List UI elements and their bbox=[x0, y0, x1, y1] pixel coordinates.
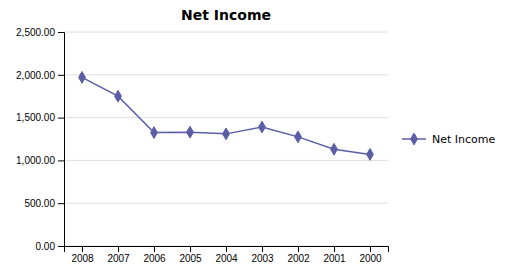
x-tick-mark bbox=[262, 246, 263, 252]
y-tick-mark bbox=[58, 32, 64, 33]
y-tick-label: 2,000.00 bbox=[16, 70, 55, 81]
plot: 0.00 500.00 1,000.00 1,500.00 2,000.00 2,500.… bbox=[16, 27, 388, 264]
line bbox=[82, 77, 370, 154]
marker bbox=[115, 90, 122, 102]
legend-marker bbox=[411, 133, 418, 145]
x-tick-label: 2002 bbox=[287, 253, 310, 264]
x-tick-label: 2003 bbox=[251, 253, 274, 264]
x-tick-label: 2005 bbox=[179, 253, 202, 264]
grid-line bbox=[64, 32, 388, 33]
x-tick-mark bbox=[82, 246, 83, 252]
x-tick-label: 2008 bbox=[71, 253, 94, 264]
y-tick: 0.00 bbox=[36, 241, 64, 252]
x-tick-label: 2001 bbox=[323, 253, 346, 264]
grid-line bbox=[64, 117, 388, 118]
legend-label: Net Income bbox=[432, 133, 496, 146]
x-tick: 2002 bbox=[287, 246, 310, 264]
marker bbox=[367, 149, 374, 161]
x-tick-label: 2006 bbox=[143, 253, 166, 264]
x-tick: 2001 bbox=[323, 246, 346, 264]
marker bbox=[151, 127, 158, 139]
x-tick-mark bbox=[370, 246, 371, 252]
x-tick: 2008 bbox=[71, 246, 94, 264]
x-tick: 2007 bbox=[107, 246, 130, 264]
grid-line bbox=[64, 203, 388, 204]
title: Net Income bbox=[181, 7, 271, 23]
y-tick-label: 2,500.00 bbox=[16, 27, 55, 38]
x-tick-mark bbox=[190, 246, 191, 252]
y-tick-mark bbox=[58, 246, 64, 247]
marks bbox=[79, 71, 374, 160]
x-tick: 2006 bbox=[143, 246, 166, 264]
y-tick-mark bbox=[58, 160, 64, 161]
grid-line bbox=[64, 74, 388, 75]
grid-line bbox=[64, 160, 388, 161]
y-tick: 500.00 bbox=[24, 198, 64, 209]
x-tick: 2003 bbox=[251, 246, 274, 264]
y-tick-label: 1,000.00 bbox=[16, 155, 55, 166]
y-tick: 1,500.00 bbox=[16, 112, 64, 123]
x-axis: 2008 2007 2006 2005 2004 2003 2002 2001 2000 bbox=[65, 246, 389, 264]
y-tick-mark bbox=[58, 75, 64, 76]
y-tick: 1,000.00 bbox=[16, 155, 64, 166]
marker bbox=[295, 131, 302, 143]
x-tick-label: 2000 bbox=[359, 253, 382, 264]
y-tick-label: 500.00 bbox=[24, 198, 55, 209]
grid bbox=[64, 32, 388, 246]
x-tick: 2005 bbox=[179, 246, 202, 264]
y-tick-label: 0.00 bbox=[36, 241, 56, 252]
x-tick-mark bbox=[118, 246, 119, 252]
y-tick: 2,500.00 bbox=[16, 27, 64, 38]
y-axis: 0.00 500.00 1,000.00 1,500.00 2,000.00 2,500.… bbox=[16, 27, 64, 252]
x-tick-mark bbox=[154, 246, 155, 252]
y-tick-label: 1,500.00 bbox=[16, 112, 55, 123]
x-tick-mark bbox=[226, 246, 227, 252]
x-axis-line bbox=[65, 247, 389, 253]
x-tick-mark bbox=[298, 246, 299, 252]
marker bbox=[259, 121, 266, 133]
y-tick-mark bbox=[58, 118, 64, 119]
legend: Net Income bbox=[402, 133, 496, 146]
y-tick-mark bbox=[58, 203, 64, 204]
marker bbox=[223, 128, 230, 140]
x-tick: 2004 bbox=[215, 246, 238, 264]
marker bbox=[187, 126, 194, 138]
x-tick: 2000 bbox=[359, 246, 382, 264]
y-tick: 2,000.00 bbox=[16, 70, 64, 81]
x-tick-mark bbox=[334, 246, 335, 252]
y-axis-line bbox=[58, 33, 65, 247]
marker bbox=[331, 143, 338, 155]
x-tick-label: 2007 bbox=[107, 253, 130, 264]
marker bbox=[79, 71, 86, 83]
chart: 0.00 500.00 1,000.00 1,500.00 2,000.00 2,500.… bbox=[0, 0, 508, 272]
x-tick-label: 2004 bbox=[215, 253, 238, 264]
legend-item: Net Income bbox=[402, 133, 496, 146]
